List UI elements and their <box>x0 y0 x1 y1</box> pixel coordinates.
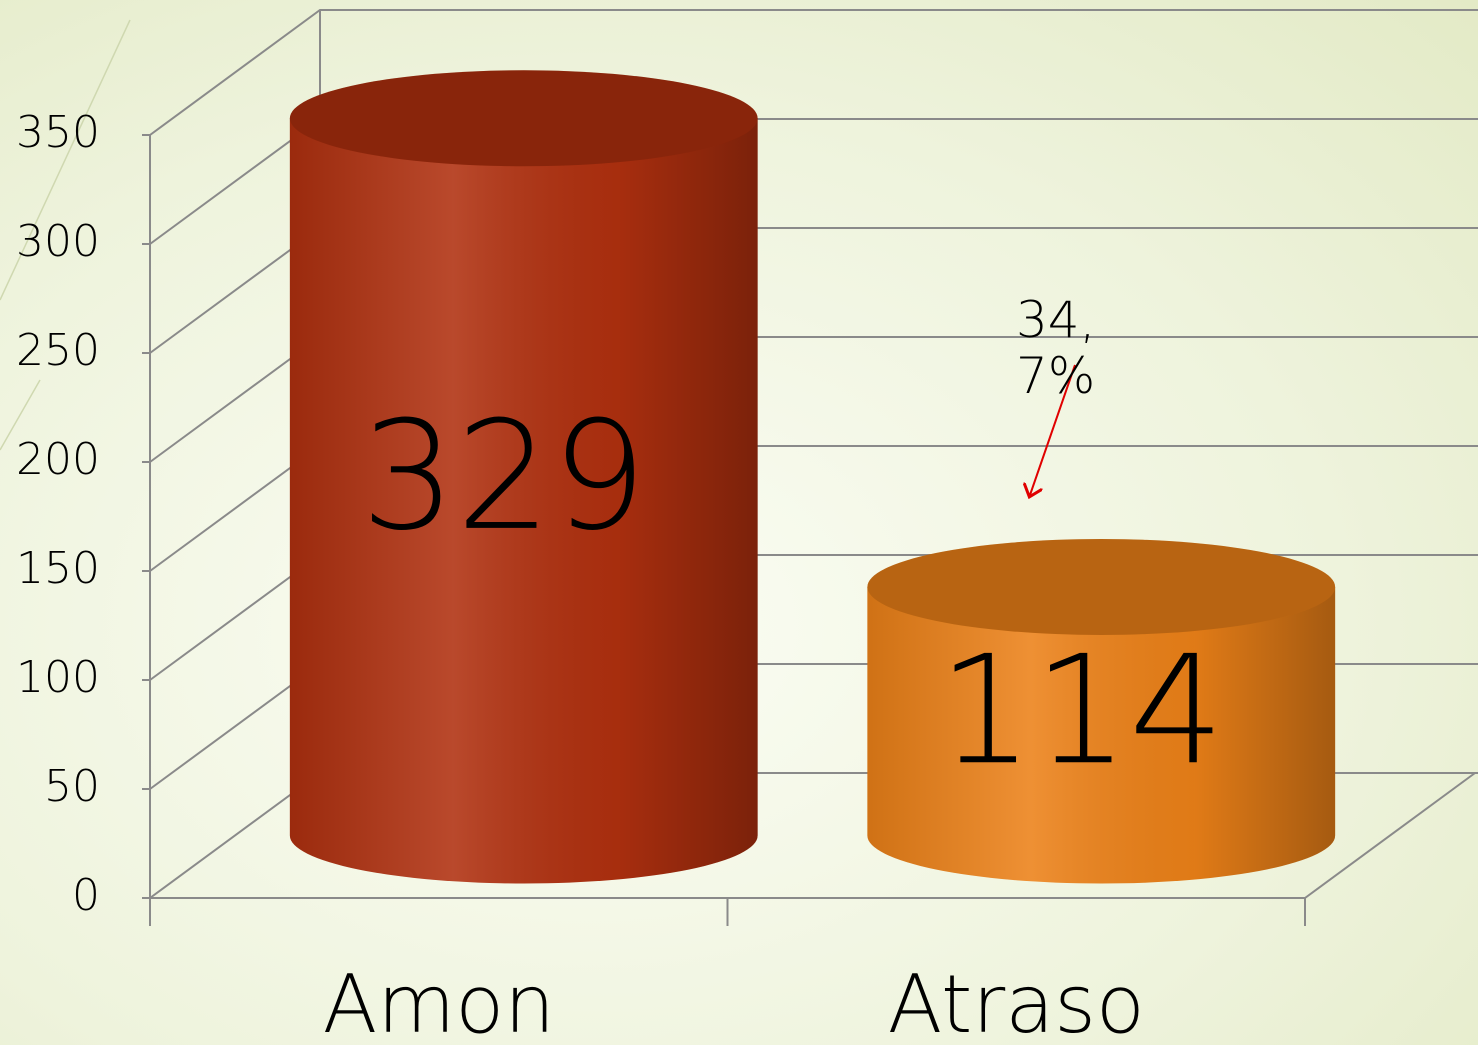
annotation: 34, 7% <box>1016 291 1096 405</box>
y-tick-label: 100 <box>16 652 100 703</box>
y-tick-label: 350 <box>16 107 100 158</box>
grid-line <box>149 9 1478 136</box>
y-tick-label: 50 <box>44 761 100 812</box>
x-tick-label: Amon <box>323 958 555 1045</box>
annotation-arrow <box>1030 364 1076 495</box>
cylinder-top-shade <box>289 70 758 167</box>
x-tick-label: Atraso <box>888 958 1145 1045</box>
cylinder-top <box>289 70 758 167</box>
floor-edge <box>1304 772 1476 899</box>
value-label: 329 <box>361 390 647 564</box>
cylinder-top-shade <box>867 538 1336 635</box>
y-tick-label: 200 <box>16 434 100 485</box>
y-tick-label: 150 <box>16 543 100 594</box>
y-tick-label: 300 <box>16 216 100 267</box>
decor-line <box>0 19 131 301</box>
decor-line <box>0 379 41 451</box>
cylinder-shade <box>867 586 1336 884</box>
y-tick-label: 0 <box>72 870 100 921</box>
value-label: 114 <box>938 624 1224 798</box>
cylinder-shade <box>289 118 758 884</box>
cylinder-top <box>867 538 1336 635</box>
y-tick-label: 250 <box>16 325 100 376</box>
plot: 0 50 100 150 200 250 300 350 Amon 329 Atraso 114 <box>16 9 1478 1045</box>
